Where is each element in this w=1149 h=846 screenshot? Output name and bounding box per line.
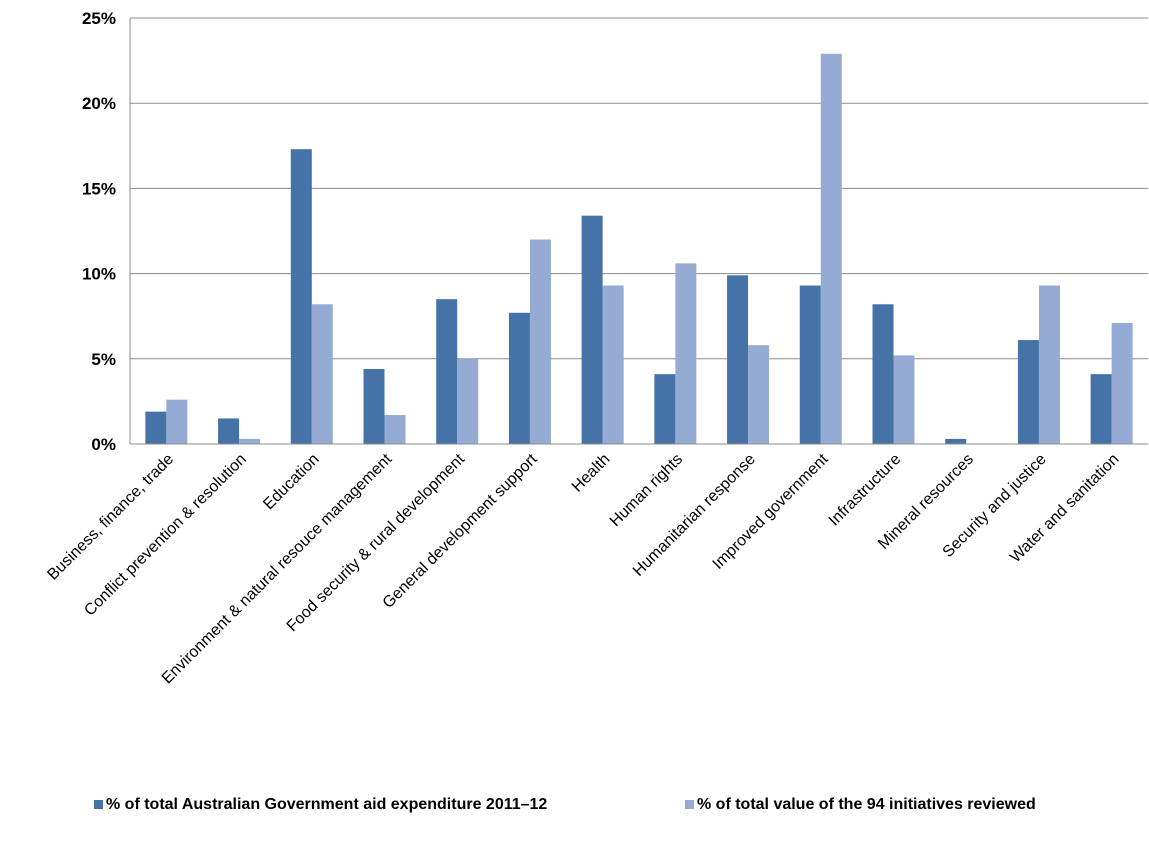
bar [384, 415, 406, 444]
bar [602, 285, 624, 444]
legend-label: % of total value of the 94 initiatives r… [697, 796, 1036, 813]
bar [508, 312, 530, 444]
bar [1017, 340, 1039, 444]
bar [727, 275, 749, 444]
bar [654, 374, 676, 444]
y-axis: 0% 5% 10% 15% 20% 25% [82, 9, 131, 454]
x-tick-label: Human rights [607, 451, 686, 530]
x-tick-label: Education [260, 451, 322, 513]
bar [145, 411, 167, 444]
legend-label: % of total Australian Government aid exp… [106, 796, 547, 813]
y-tick-label: 20% [82, 94, 116, 113]
bar [581, 215, 603, 444]
bar [457, 358, 479, 444]
x-tick-label: Health [569, 451, 614, 496]
bar [166, 399, 188, 444]
x-tick-label: Infrastructure [826, 451, 905, 530]
bar [218, 418, 240, 444]
x-tick-label: Humanitarian response [630, 451, 759, 580]
bar [529, 239, 551, 444]
bar [436, 299, 458, 444]
y-tick-label: 25% [82, 9, 116, 28]
bar [748, 345, 770, 444]
bars [145, 53, 1133, 445]
y-tick-label: 10% [82, 265, 116, 284]
gridlines [130, 17, 1148, 445]
x-tick-label: General development support [380, 450, 541, 611]
legend-swatch [685, 800, 694, 809]
bar [799, 285, 821, 444]
legend-swatch [94, 800, 103, 809]
bar [363, 369, 385, 444]
legend: % of total Australian Government aid exp… [94, 796, 1036, 813]
bar [893, 355, 915, 444]
bar [311, 304, 333, 444]
y-tick-label: 0% [91, 435, 116, 454]
bar [1038, 285, 1060, 444]
bar [675, 263, 697, 444]
bar [820, 53, 842, 445]
bar [872, 304, 894, 444]
bar [945, 438, 967, 444]
x-tick-label: Conflict prevention & resolution [81, 451, 250, 620]
bar [1111, 323, 1133, 444]
bar [1090, 374, 1112, 444]
y-tick-label: 15% [82, 179, 116, 198]
bar [239, 438, 261, 444]
bar [290, 149, 312, 444]
x-tick-label: Business, finance, trade [44, 451, 177, 584]
y-tick-label: 5% [91, 350, 116, 369]
